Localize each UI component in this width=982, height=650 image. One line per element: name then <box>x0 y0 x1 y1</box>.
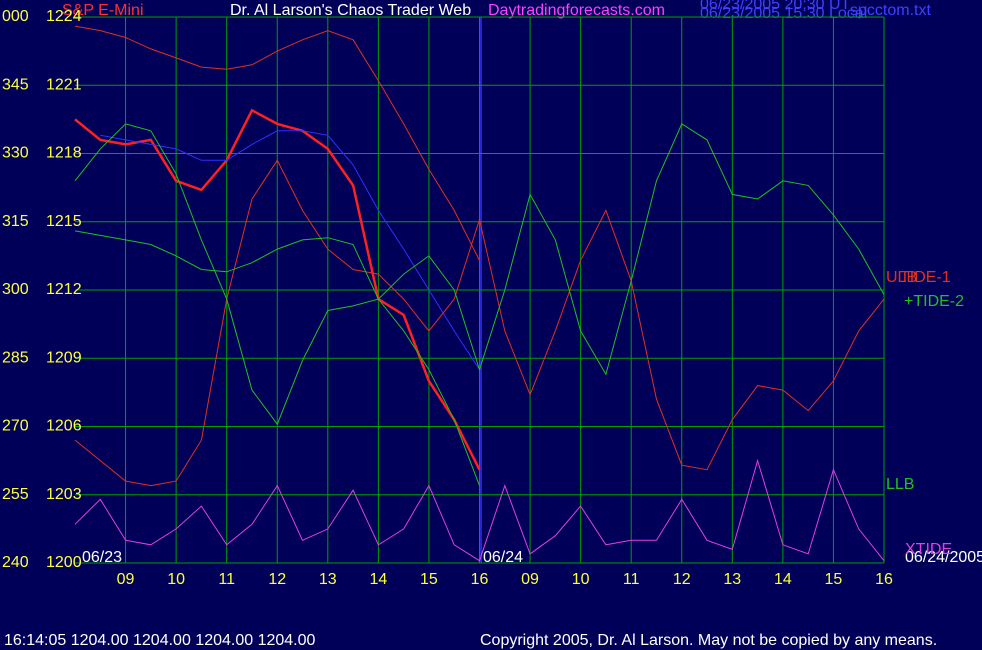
y-tick-label: 1206 <box>46 418 82 435</box>
x-tick-label: 12 <box>673 571 691 588</box>
legend-label: XTIDE <box>905 541 952 558</box>
y2-tick-label: 255 <box>2 486 29 503</box>
copyright: Copyright 2005, Dr. Al Larson. May not b… <box>480 632 937 649</box>
x-tick-label: 09 <box>521 571 539 588</box>
y-tick-label: 1209 <box>46 349 82 366</box>
legend-label: +TIDE-2 <box>904 293 964 310</box>
chart-title: Dr. Al Larson's Chaos Trader Web <box>230 2 471 19</box>
x-tick-label: 13 <box>723 571 741 588</box>
date-label: 06/23 <box>82 549 122 566</box>
y-tick-label: 1221 <box>46 76 82 93</box>
x-tick-label: 15 <box>420 571 438 588</box>
y2-tick-label: 270 <box>2 418 29 435</box>
legend-label: ULB <box>886 269 917 286</box>
y-tick-label: 1215 <box>46 213 82 230</box>
instrument-label: S&P E-Mini <box>62 2 144 19</box>
y2-tick-label: 000 <box>2 8 29 25</box>
series-line <box>74 108 481 471</box>
series-line <box>74 458 885 562</box>
website: Daytradingforecasts.com <box>488 2 665 19</box>
legend-label: LLB <box>886 476 914 493</box>
legend-label: TIDE-1 <box>900 269 951 286</box>
y-tick-label: 1203 <box>46 486 82 503</box>
x-tick-label: 10 <box>167 571 185 588</box>
x-tick-label: 11 <box>218 571 235 588</box>
date-label: 06/24 <box>483 549 523 566</box>
x-tick-label: 14 <box>369 571 387 588</box>
x-tick-label: 11 <box>623 571 640 588</box>
status-line: 16:14:05 1204.00 1204.00 1204.00 1204.00 <box>4 632 316 649</box>
series-line <box>74 123 885 426</box>
x-tick-label: 13 <box>319 571 337 588</box>
y-tick-label: 1224 <box>46 8 82 25</box>
y2-tick-label: 345 <box>2 76 29 93</box>
x-tick-label: 14 <box>774 571 792 588</box>
x-tick-label: 16 <box>875 571 893 588</box>
file-name: spcctom.txt <box>850 2 931 19</box>
y-tick-label: 1200 <box>46 554 82 571</box>
series-line <box>74 159 885 487</box>
y2-tick-label: 300 <box>2 281 29 298</box>
x-tick-label: 16 <box>471 571 489 588</box>
timestamp: 06/23/2005 15:30 Local <box>700 5 867 22</box>
x-tick-label: 12 <box>268 571 286 588</box>
series-line <box>100 130 480 370</box>
x-tick-label: 09 <box>117 571 135 588</box>
timestamp: 06/23/2005 20:30 UT <box>700 0 851 13</box>
x-tick-label: 10 <box>572 571 590 588</box>
date-label: 06/24/2005 <box>905 549 982 566</box>
y-tick-label: 1218 <box>46 145 82 162</box>
x-tick-label: 15 <box>825 571 843 588</box>
y-tick-label: 1212 <box>46 281 82 298</box>
y2-tick-label: 315 <box>2 213 29 230</box>
y2-tick-label: 330 <box>2 145 29 162</box>
y2-tick-label: 285 <box>2 349 29 366</box>
y2-tick-label: 240 <box>2 554 29 571</box>
series-line <box>74 25 480 261</box>
series-line <box>74 230 480 486</box>
